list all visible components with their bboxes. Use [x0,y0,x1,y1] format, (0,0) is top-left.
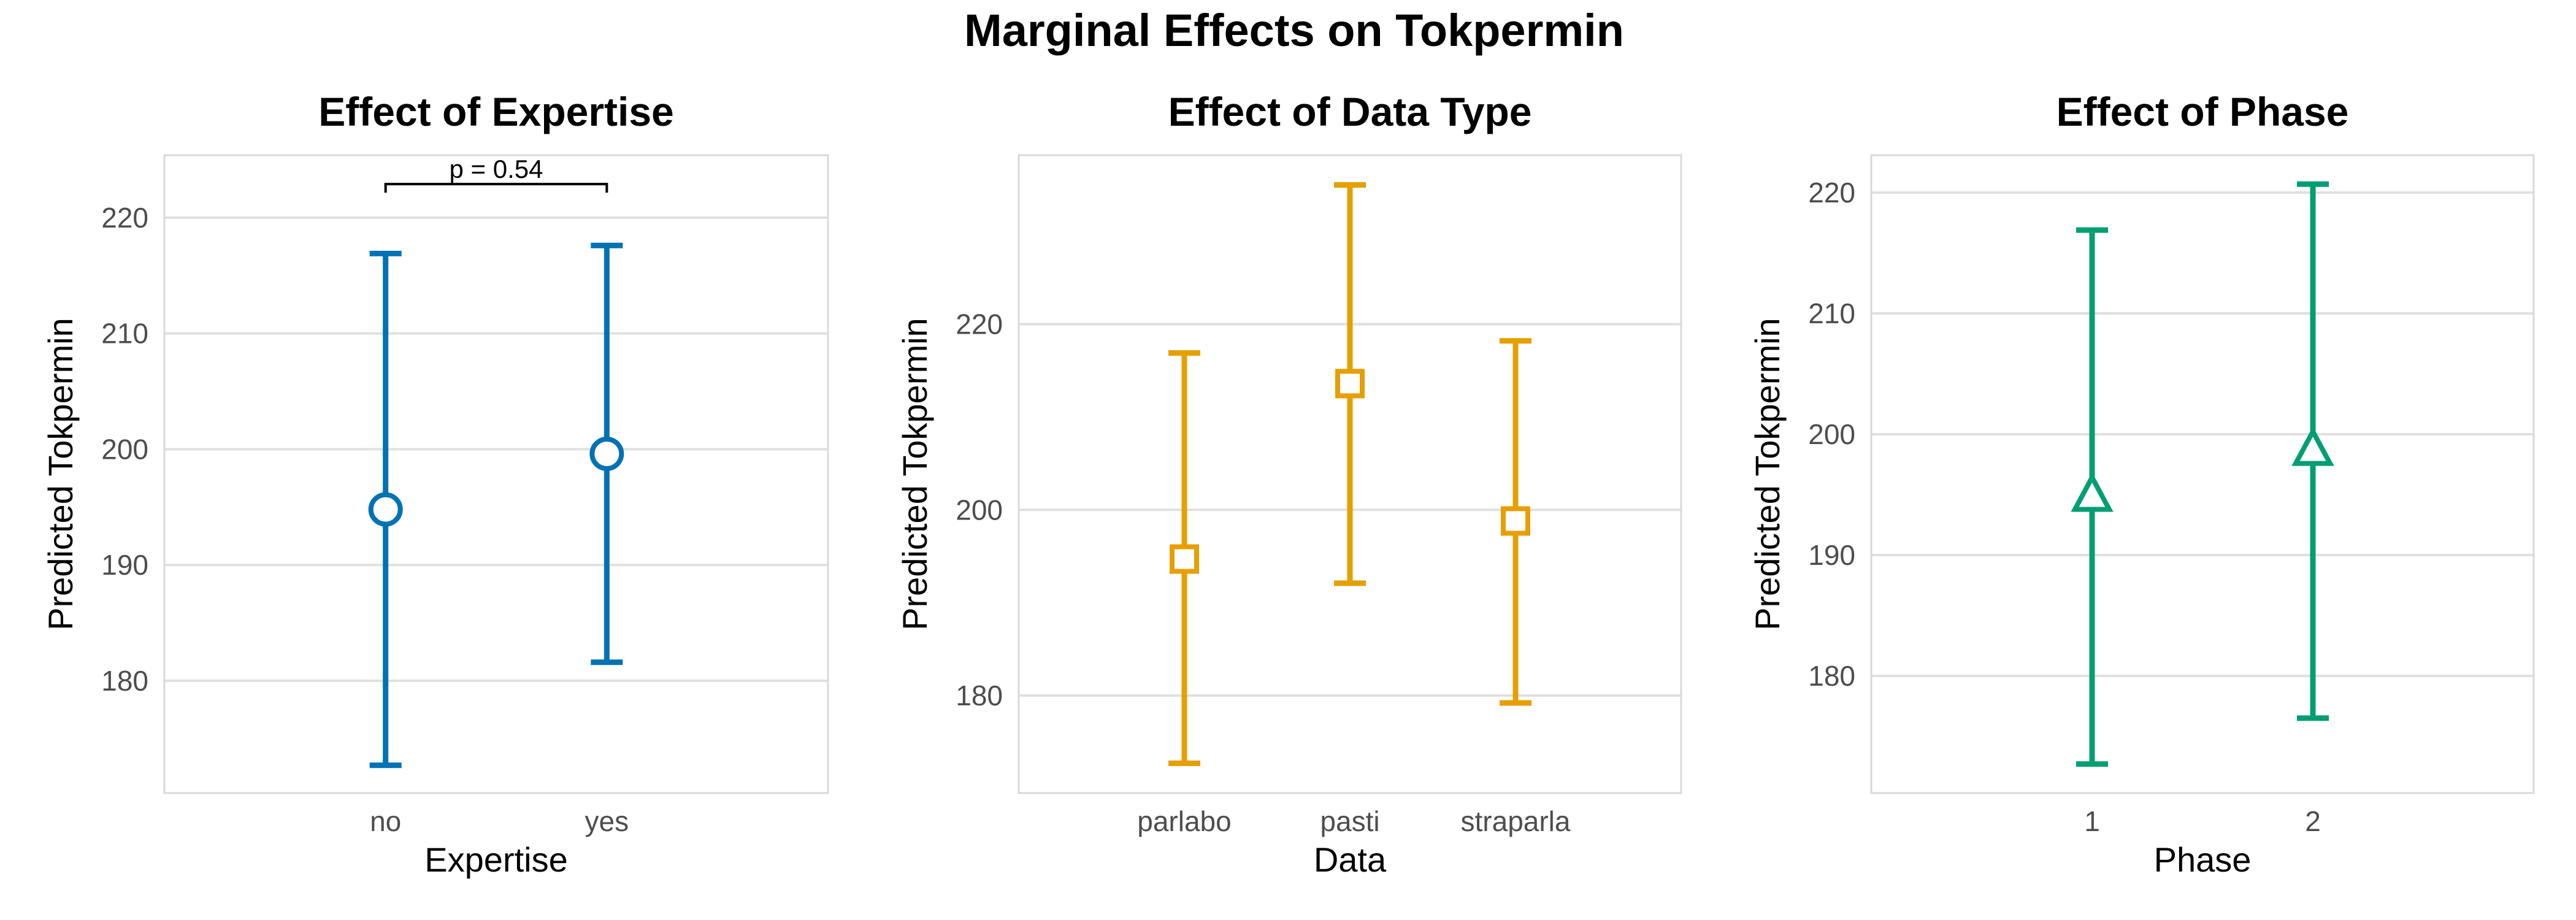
bracket-line [384,183,608,193]
y-tick-label: 220 [101,202,148,234]
panel-title: Effect of Expertise [318,89,674,134]
x-tick-label: 1 [2084,805,2100,837]
error-bar [2071,227,2114,767]
y-tick-label: 180 [956,680,1003,711]
main-title: Marginal Effects on Tokpermin [964,5,1624,56]
point-marker [1335,369,1365,399]
x-tick-label: 2 [2305,805,2321,837]
error-bar [1168,350,1200,767]
y-tick-label: 200 [956,494,1003,526]
y-axis-label: Predicted Tokpermin [41,318,80,630]
y-tick-label: 180 [1808,660,1855,692]
panels: Effect of Expertise 180 190 200 210 220 no yes E… [41,89,2535,879]
y-tick-label: 190 [1808,539,1855,571]
x-tick-label: parlabo [1137,805,1231,837]
plot-frame [163,154,829,794]
point-marker [1501,506,1530,536]
y-axis-label: Predicted Tokpermin [895,318,934,630]
point-marker [2071,472,2114,512]
p-value-label: p = 0.54 [450,155,543,183]
y-tick-label: 200 [101,433,148,465]
x-tick-label: pasti [1320,805,1379,837]
significance-bracket: p = 0.54 [384,155,608,193]
point-marker [2291,426,2334,466]
x-axis-label: Expertise [424,840,567,879]
error-bar [589,242,624,665]
y-tick-label: 180 [101,665,148,697]
error-bar [2291,181,2334,721]
x-tick-label: straparla [1461,805,1571,837]
plot-frame [1018,154,1682,794]
x-axis-label: Data [1314,840,1387,879]
panel-title: Effect of Data Type [1168,89,1532,134]
x-tick-label: no [370,805,401,837]
point-marker [1170,544,1199,574]
panel-title: Effect of Phase [2057,89,2349,134]
x-axis-label: Phase [2154,840,2252,879]
y-tick-label: 220 [956,309,1003,340]
y-tick-label: 210 [101,318,148,350]
panel-1: Effect of Expertise 180 190 200 210 220 no yes E… [41,89,829,879]
point-marker [589,436,624,471]
x-tick-label: yes [585,805,629,837]
y-tick-label: 190 [101,549,148,581]
panel-3: Effect of Phase 180 190 200 210 220 1 2 Phase Pre… [1748,89,2535,879]
error-bar [1334,182,1366,586]
error-bar [368,250,403,769]
y-axis-label: Predicted Tokpermin [1748,318,1787,630]
y-tick-label: 210 [1808,297,1855,329]
point-marker [368,492,403,527]
y-tick-label: 200 [1808,418,1855,450]
y-tick-label: 220 [1808,177,1855,209]
plot-frame [1870,154,2535,794]
panel-2: Effect of Data Type 180 200 220 parlabo pasti… [895,89,1682,879]
error-bar [1500,338,1531,706]
